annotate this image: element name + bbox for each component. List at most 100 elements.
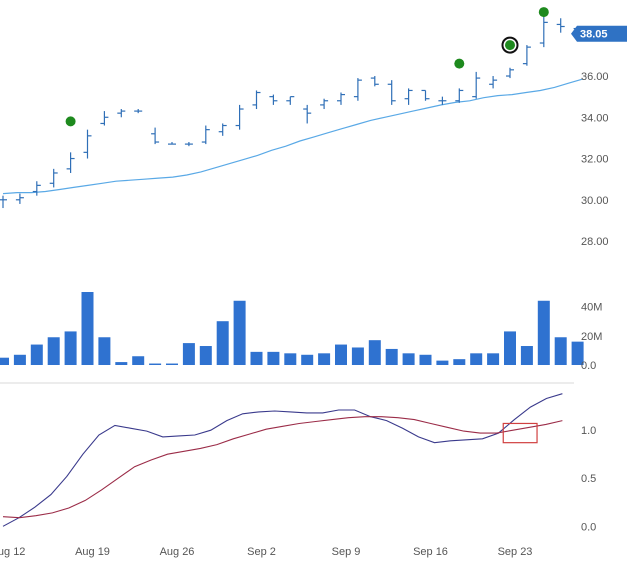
volume-tick-label: 40M [581, 302, 602, 314]
ohlc-bar [83, 129, 92, 159]
volume-bar [402, 353, 415, 365]
volume-bar [453, 359, 466, 365]
volume-tick-label: 0.0 [581, 360, 596, 372]
ohlc-bar [184, 142, 193, 147]
ohlc-bar [32, 181, 41, 196]
moving-average-line [2, 78, 583, 195]
ohlc-bar [337, 92, 345, 105]
volume-bar [470, 353, 483, 365]
ohlc-bar [387, 80, 396, 105]
volume-bar [132, 356, 145, 365]
ohlc-bar [201, 125, 210, 145]
volume-bar [537, 300, 550, 365]
indicator-tick-label: 0.0 [581, 521, 596, 533]
ohlc-bar [15, 193, 24, 204]
ohlc-bar [353, 78, 362, 101]
volume-bar [385, 348, 398, 365]
indicator-line-fast [2, 393, 563, 527]
x-axis: Aug 12 Aug 19 Aug 26 Sep 2 Sep 9 Sep 16 Sep 23 [0, 546, 532, 558]
volume-bar [0, 357, 9, 365]
event-marker [65, 116, 76, 127]
event-marker [454, 58, 465, 69]
last-price-badge [571, 25, 627, 42]
ohlc-bar [269, 94, 278, 105]
volume-bar [81, 292, 94, 365]
volume-panel: 40M 20M 0.0 [0, 292, 602, 384]
ohlc-bar [455, 88, 464, 103]
ohlc-bar [100, 111, 109, 126]
indicator-panel: 1.0 0.5 0.0 [2, 393, 596, 533]
event-marker [538, 7, 549, 18]
ohlc-bar [235, 104, 244, 130]
ohlc-bar [472, 71, 481, 99]
indicator-tick-label: 1.0 [581, 425, 596, 437]
volume-bar [250, 351, 263, 365]
price-tick-label: 28.00 [581, 236, 609, 248]
ohlc-bar [218, 123, 227, 136]
ohlc-bar [303, 104, 312, 124]
volume-bar [115, 362, 128, 365]
ohlc-bar [539, 16, 548, 48]
volume-bar [199, 346, 212, 365]
volume-bar [351, 347, 364, 365]
volume-bar [520, 346, 533, 365]
ohlc-bar [404, 88, 413, 105]
ohlc-bar [286, 96, 295, 105]
volume-bar [284, 353, 297, 365]
volume-bar [149, 363, 162, 365]
ohlc-bar [489, 76, 498, 89]
volume-bar [182, 343, 195, 365]
volume-bar [267, 351, 280, 365]
ohlc-bar [522, 45, 531, 66]
volume-tick-label: 20M [581, 331, 602, 343]
ohlc-bar [421, 89, 430, 101]
indicator-tick-label: 0.5 [581, 473, 596, 485]
ohlc-bar [117, 109, 126, 118]
x-axis-date-label: Sep 2 [247, 546, 276, 558]
ohlc-bar [370, 76, 379, 87]
ohlc-bar [151, 127, 160, 145]
volume-bar [301, 354, 314, 365]
x-axis-date-label: Aug 19 [75, 546, 110, 558]
ohlc-bar [49, 168, 58, 188]
ohlc-bar [320, 98, 329, 110]
volume-bar [13, 354, 26, 365]
volume-bar [504, 331, 516, 365]
x-axis-date-label: Aug 12 [0, 546, 25, 558]
price-tick-label: 36.00 [581, 71, 609, 83]
volume-bar [47, 337, 60, 365]
ohlc-bar [252, 90, 261, 110]
ohlc-bar [506, 67, 514, 79]
volume-bar [335, 344, 347, 365]
event-marker [505, 40, 515, 51]
ohlc-bar [438, 96, 447, 105]
volume-bar [368, 340, 381, 365]
volume-bar [318, 353, 331, 365]
volume-bar [554, 337, 567, 365]
ohlc-bar [0, 195, 7, 209]
x-axis-date-label: Sep 23 [498, 546, 533, 558]
volume-bar [30, 344, 43, 365]
x-axis-date-label: Aug 26 [160, 546, 195, 558]
price-tick-label: 32.00 [581, 154, 609, 166]
volume-bar [419, 354, 432, 365]
ohlc-bar [168, 142, 176, 145]
volume-bar [216, 321, 229, 365]
volume-bar [436, 360, 449, 365]
x-axis-date-label: Sep 9 [332, 546, 361, 558]
volume-bar [233, 300, 246, 365]
last-price-label: 38.05 [580, 29, 608, 41]
volume-bar [64, 331, 77, 365]
ohlc-bar [134, 109, 143, 114]
indicator-line-slow [2, 416, 563, 519]
ohlc-bar [66, 152, 75, 173]
price-tick-label: 30.00 [581, 195, 609, 207]
x-axis-date-label: Sep 16 [413, 546, 448, 558]
indicator-highlight-box [502, 422, 538, 444]
volume-bar [166, 363, 178, 365]
volume-bar [571, 341, 584, 365]
ohlc-bar [556, 18, 565, 33]
volume-bar [98, 337, 111, 365]
